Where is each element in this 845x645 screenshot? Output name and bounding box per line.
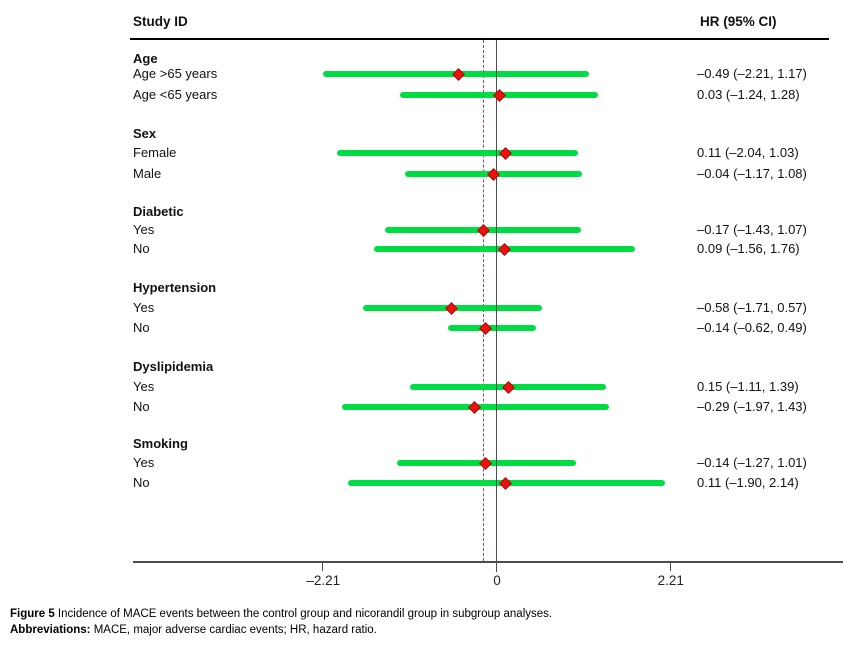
column-header-hr-ci: HR (95% CI)	[700, 14, 777, 29]
point-estimate-diamond	[502, 380, 516, 394]
axis-tick-label: 2.21	[657, 573, 684, 588]
row-label: No	[133, 241, 150, 256]
hr-value: 0.15 (–1.11, 1.39)	[697, 379, 799, 394]
caption-figure-text: Incidence of MACE events between the con…	[54, 608, 553, 620]
figure-caption: Figure 5 Incidence of MACE events betwee…	[10, 606, 552, 638]
dashed-reference-line	[483, 40, 485, 561]
row-label: Age <65 years	[133, 87, 218, 102]
row-label: Female	[133, 145, 177, 160]
hr-value: –0.14 (–1.27, 1.01)	[697, 455, 807, 470]
hr-value: –0.04 (–1.17, 1.08)	[697, 166, 807, 181]
row-label: No	[133, 475, 150, 490]
x-axis-line	[133, 561, 843, 563]
group-label: Hypertension	[133, 280, 217, 295]
hr-value: –0.49 (–2.21, 1.17)	[697, 66, 807, 81]
row-label: Yes	[133, 379, 155, 394]
point-estimate-diamond	[477, 223, 490, 237]
zero-line	[496, 40, 497, 572]
hr-value: –0.14 (–0.62, 0.49)	[697, 320, 807, 335]
group-label: Age	[133, 51, 158, 66]
axis-tick-label: –2.21	[306, 573, 341, 588]
axis-tick	[322, 561, 324, 571]
hr-value: 0.09 (–1.56, 1.76)	[697, 241, 800, 256]
point-estimate-diamond	[499, 476, 513, 490]
row-label: No	[133, 320, 150, 335]
caption-figure-number: Figure 5	[10, 608, 55, 620]
point-estimate-diamond	[487, 167, 501, 181]
hr-value: –0.58 (–1.71, 0.57)	[697, 300, 807, 315]
group-label: Smoking	[133, 436, 188, 451]
point-estimate-diamond	[452, 67, 465, 81]
hr-value: –0.17 (–1.43, 1.07)	[697, 222, 807, 237]
hr-value: –0.29 (–1.97, 1.43)	[697, 399, 807, 414]
axis-tick-label: 0	[493, 573, 501, 588]
row-label: Age >65 years	[133, 66, 218, 81]
caption-line-1: Figure 5 Incidence of MACE events betwee…	[10, 606, 552, 622]
column-header-study-id: Study ID	[133, 14, 188, 29]
point-estimate-diamond	[479, 321, 493, 335]
point-estimate-diamond	[467, 400, 481, 414]
ci-bar	[336, 150, 578, 156]
row-label: No	[133, 399, 150, 414]
point-estimate-diamond	[479, 456, 493, 470]
row-label: Yes	[133, 222, 155, 237]
header-rule	[130, 38, 829, 40]
hr-value: 0.11 (–1.90, 2.14)	[697, 475, 799, 490]
group-label: Sex	[133, 126, 157, 141]
caption-line-2: Abbreviations: MACE, major adverse cardi…	[10, 622, 552, 638]
hr-value: 0.03 (–1.24, 1.28)	[697, 87, 800, 102]
hr-value: 0.11 (–2.04, 1.03)	[697, 145, 799, 160]
group-label: Dyslipidemia	[133, 359, 214, 374]
axis-tick	[669, 561, 671, 571]
point-estimate-diamond	[492, 88, 506, 102]
row-label: Male	[133, 166, 162, 181]
point-estimate-diamond	[499, 146, 513, 160]
point-estimate-diamond	[497, 242, 511, 256]
row-label: Yes	[133, 455, 155, 470]
group-label: Diabetic	[133, 204, 184, 219]
row-label: Yes	[133, 300, 155, 315]
caption-abbreviations-text: MACE, major adverse cardiac events; HR, …	[90, 624, 377, 636]
caption-abbreviations-label: Abbreviations:	[10, 624, 91, 636]
point-estimate-diamond	[445, 301, 458, 315]
